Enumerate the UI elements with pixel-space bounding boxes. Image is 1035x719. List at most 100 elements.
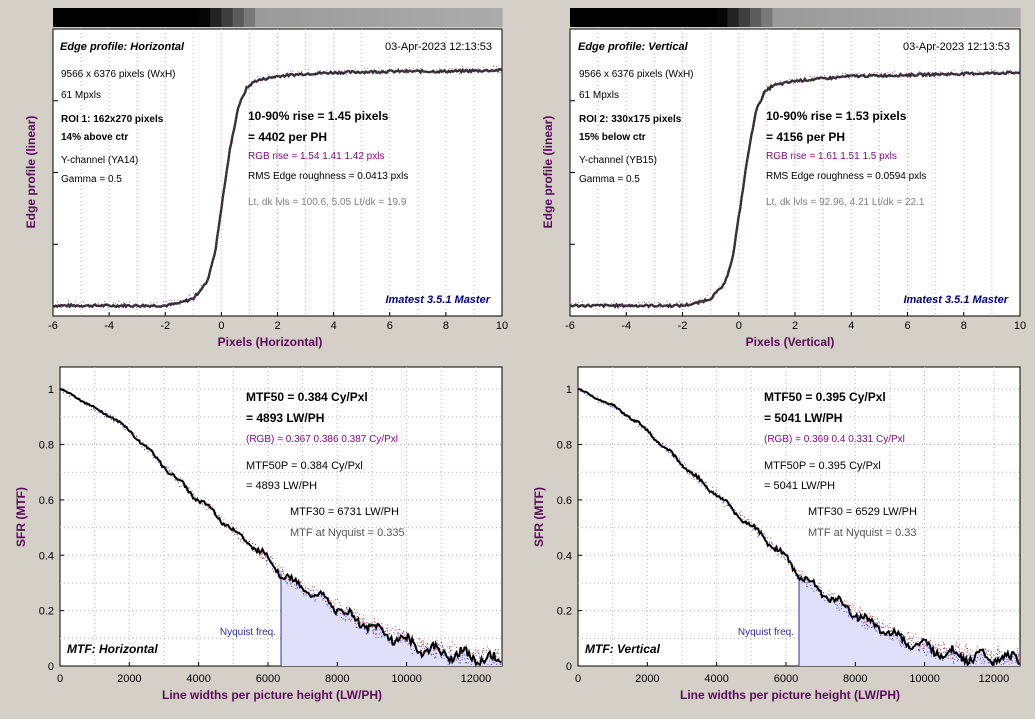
gradient-step — [322, 8, 335, 27]
x-tick-label: 0 — [575, 673, 581, 685]
gradient-step — [772, 8, 785, 27]
info-line: Gamma = 0.5 — [61, 174, 122, 185]
mtf50p-line2: = 4893 LW/PH — [246, 480, 317, 492]
gradient-step — [828, 8, 841, 27]
mtf-panel-title: MTF: Vertical — [585, 642, 661, 656]
x-tick-label: 10 — [1014, 320, 1026, 332]
gradient-step — [344, 8, 357, 27]
edge-panel-vertical: Edge profile: Vertical 03-Apr-2023 12:13… — [541, 8, 1026, 349]
timestamp: 03-Apr-2023 12:13:53 — [903, 41, 1010, 53]
gradient-step — [570, 8, 582, 27]
gradient-step — [97, 8, 110, 27]
x-tick-label: 10000 — [391, 673, 422, 685]
mtf-y-axis-label: SFR (MTF) — [532, 487, 546, 547]
mtf-x-axis-label: Line widths per picture height (LW/PH) — [680, 688, 900, 702]
gradient-step — [333, 8, 346, 27]
rgb-rise: RGB rise = 1.61 1.51 1.5 pxls — [766, 151, 897, 162]
gradient-step — [266, 8, 279, 27]
mtf50p-line2: = 5041 LW/PH — [764, 480, 835, 492]
edge-profile-curve — [569, 70, 1021, 309]
gradient-step — [154, 8, 166, 27]
mtf-rgb: (RGB) = 0.369 0.4 0.331 Cy/Pxl — [764, 434, 905, 445]
gradient-step — [400, 8, 413, 27]
mtf50p-line1: MTF50P = 0.395 Cy/Pxl — [764, 460, 881, 472]
x-tick-label: -4 — [621, 320, 631, 332]
gradient-step — [660, 8, 672, 27]
y-tick-label: 0.4 — [557, 550, 572, 562]
x-tick-label: 2 — [792, 320, 798, 332]
rise-line1: 10-90% rise = 1.45 pixels — [248, 109, 389, 123]
gradient-step — [626, 8, 639, 27]
info-line: ROI 1: 162x270 pixels — [61, 114, 164, 125]
edge-plot-area — [569, 28, 1021, 317]
gradient-step — [862, 8, 875, 27]
gradient-step — [232, 8, 245, 27]
x-tick-label: 6 — [904, 320, 910, 332]
gradient-step — [716, 8, 729, 27]
mtf30: MTF30 = 6529 LW/PH — [808, 506, 917, 518]
x-tick-label: 6 — [387, 320, 393, 332]
x-tick-label: 4000 — [186, 673, 210, 685]
gradient-step — [817, 8, 830, 27]
mtf-panel-vertical: MTF50 = 0.395 Cy/Pxl = 5041 LW/PH (RGB) … — [532, 366, 1021, 702]
rise-line2: = 4156 per PH — [766, 130, 845, 144]
gradient-step — [727, 8, 740, 27]
gradient-step — [693, 8, 706, 27]
y-tick-label: 0.6 — [39, 495, 54, 507]
rise-line1: 10-90% rise = 1.53 pixels — [766, 109, 907, 123]
gradient-step — [378, 8, 391, 27]
gradient-step — [1008, 8, 1021, 27]
x-tick-label: 6000 — [774, 673, 798, 685]
edge-gradient-bar — [53, 8, 503, 27]
mtf30: MTF30 = 6731 LW/PH — [290, 506, 399, 518]
edge-panel-title: Edge profile: Vertical — [578, 41, 689, 53]
mtf50p-line1: MTF50P = 0.384 Cy/Pxl — [246, 460, 363, 472]
nyquist-label: Nyquist freq. — [220, 627, 276, 638]
gradient-step — [255, 8, 267, 27]
x-tick-label: 10000 — [909, 673, 940, 685]
mtf-curve — [59, 387, 502, 668]
edge-gradient-bar — [570, 8, 1021, 27]
gradient-step — [468, 8, 481, 27]
gradient-step — [738, 8, 751, 27]
y-tick-label: 1 — [566, 384, 572, 396]
gradient-step — [412, 8, 425, 27]
y-tick-label: 0.4 — [39, 550, 54, 562]
gradient-step — [873, 8, 886, 27]
gradient-step — [299, 8, 312, 27]
edge-x-axis-label: Pixels (Horizontal) — [218, 335, 323, 349]
imatest-watermark: Imatest 3.5.1 Master — [903, 294, 1008, 306]
edge-grid — [570, 28, 993, 317]
y-tick-label: 1 — [48, 384, 54, 396]
y-tick-label: 0.6 — [557, 495, 572, 507]
mtf50-line1: MTF50 = 0.384 Cy/Pxl — [246, 390, 368, 404]
x-tick-label: 8000 — [325, 673, 349, 685]
mtf-curve — [577, 388, 1020, 667]
gradient-step — [997, 8, 1010, 27]
x-tick-label: 8 — [961, 320, 967, 332]
gradient-step — [907, 8, 920, 27]
gradient-step — [445, 8, 458, 27]
light-dark-levels: Lt, dk lvls = 100.6, 5.05 Lt/dk = 19.9 — [248, 197, 407, 208]
gradient-step — [53, 8, 65, 27]
info-line: 61 Mpxls — [61, 90, 101, 101]
nyquist-fill — [799, 574, 1020, 666]
x-tick-label: 4 — [848, 320, 854, 332]
gradient-step — [479, 8, 492, 27]
gradient-step — [986, 8, 999, 27]
gradient-step — [761, 8, 774, 27]
gradient-step — [963, 8, 976, 27]
x-tick-label: 10 — [496, 320, 508, 332]
y-tick-label: 0.2 — [39, 606, 54, 618]
edge-x-ticks: -6 -4 -2 0 2 4 6 8 10 — [565, 312, 1026, 332]
gradient-step — [457, 8, 469, 27]
edge-roughness: RMS Edge roughness = 0.0594 pxls — [766, 171, 926, 182]
mtf-y-ticks: 0 0.2 0.4 0.6 0.8 1 — [39, 384, 64, 673]
gradient-step — [941, 8, 954, 27]
gradient-step — [851, 8, 864, 27]
gradient-step — [806, 8, 819, 27]
mtf-x-ticks: 0 2000 4000 6000 8000 10000 12000 — [57, 662, 491, 685]
edge-y-axis-label: Edge profile (linear) — [541, 116, 555, 229]
info-line: 14% above ctr — [61, 132, 128, 143]
info-line: 9566 x 6376 pixels (WxH) — [579, 69, 694, 80]
